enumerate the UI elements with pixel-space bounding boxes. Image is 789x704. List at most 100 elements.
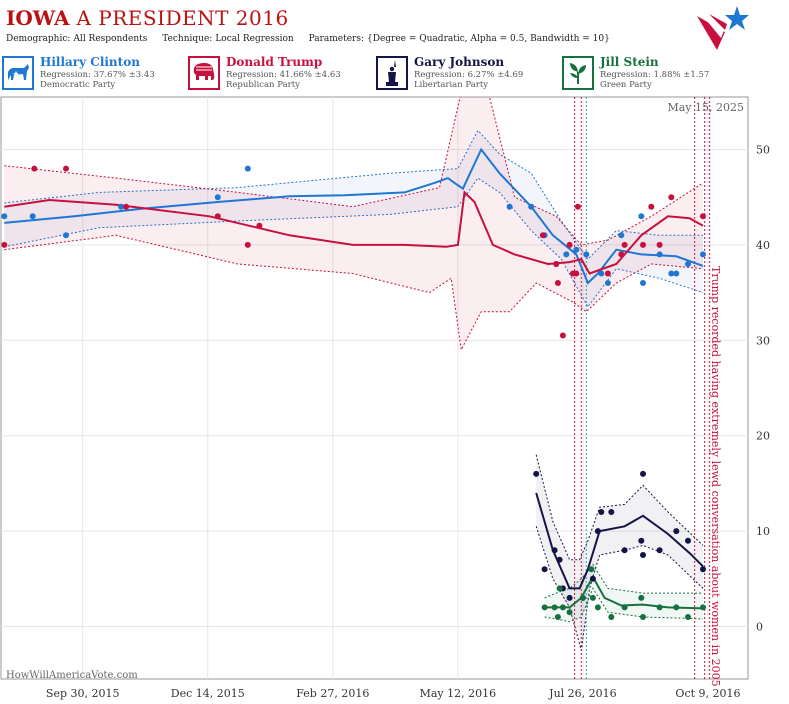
poll-point[interactable]: [700, 251, 706, 258]
candidate-johnson[interactable]: Gary Johnson Regression: 6.27% ±4.69 Lib…: [376, 54, 556, 94]
poll-point[interactable]: [63, 232, 69, 239]
poll-point[interactable]: [566, 609, 573, 616]
poll-point[interactable]: [640, 552, 646, 558]
poll-point[interactable]: [559, 332, 566, 339]
poll-point[interactable]: [123, 203, 130, 210]
title-rest: A PRESIDENT 2016: [76, 6, 289, 30]
poll-point[interactable]: [506, 203, 513, 210]
poll-point[interactable]: [640, 241, 646, 248]
poll-point[interactable]: [598, 509, 605, 515]
poll-point[interactable]: [648, 203, 655, 210]
poll-point[interactable]: [685, 614, 691, 620]
poll-point[interactable]: [553, 261, 560, 267]
poll-point[interactable]: [589, 575, 596, 582]
poll-point[interactable]: [618, 251, 625, 258]
poll-point[interactable]: [668, 270, 675, 277]
poll-point[interactable]: [656, 604, 663, 611]
poll-point[interactable]: [244, 241, 251, 248]
elephant-icon: [188, 56, 220, 90]
poll-point[interactable]: [566, 594, 573, 601]
poll-point[interactable]: [685, 261, 691, 267]
x-tick-label: Sep 30, 2015: [46, 687, 120, 700]
candidate-trump[interactable]: Donald Trump Regression: 41.66% ±4.63 Re…: [188, 54, 370, 94]
poll-point[interactable]: [604, 280, 611, 286]
poll-point[interactable]: [554, 614, 561, 620]
poll-point[interactable]: [700, 604, 706, 611]
poll-point[interactable]: [656, 241, 663, 248]
poll-point[interactable]: [598, 270, 605, 277]
poll-point[interactable]: [539, 232, 546, 239]
poll-point[interactable]: [583, 251, 590, 258]
poll-point[interactable]: [579, 594, 586, 601]
poll-point[interactable]: [700, 213, 706, 220]
poll-point[interactable]: [551, 604, 558, 611]
poll-point[interactable]: [1, 213, 8, 220]
poll-point[interactable]: [563, 251, 570, 258]
poll-point[interactable]: [618, 232, 625, 239]
poll-point[interactable]: [1, 241, 8, 248]
upper-bound-line: [535, 454, 704, 561]
poll-point[interactable]: [608, 509, 615, 515]
poll-point[interactable]: [63, 165, 69, 172]
poll-point[interactable]: [640, 280, 646, 286]
y-tick-label: 50: [756, 143, 770, 156]
event-annotation: Trump recorded having extremely lewd con…: [709, 266, 722, 687]
poll-point[interactable]: [574, 203, 581, 210]
poll-point[interactable]: [551, 547, 558, 554]
poll-point[interactable]: [638, 213, 645, 220]
poll-point[interactable]: [594, 604, 601, 611]
poll-point[interactable]: [638, 594, 645, 601]
candidate-name: Gary Johnson: [414, 55, 505, 69]
poll-point[interactable]: [556, 556, 563, 563]
poll-point[interactable]: [621, 604, 628, 611]
poll-point[interactable]: [594, 528, 601, 535]
poll-point[interactable]: [214, 194, 221, 201]
x-tick-label: May 12, 2016: [420, 687, 497, 700]
poll-point[interactable]: [214, 213, 221, 220]
poll-point[interactable]: [700, 566, 706, 573]
flag-star-logo-icon[interactable]: [695, 2, 751, 52]
poll-point[interactable]: [573, 246, 580, 253]
upper-bound-line: [4, 97, 704, 246]
poll-point[interactable]: [608, 614, 615, 620]
y-tick-label: 10: [756, 525, 770, 538]
poll-point[interactable]: [621, 241, 628, 248]
poll-point[interactable]: [31, 165, 38, 172]
poll-point[interactable]: [588, 566, 595, 573]
poll-point[interactable]: [118, 203, 125, 210]
poll-point[interactable]: [673, 604, 680, 611]
poll-point[interactable]: [556, 585, 563, 592]
poll-point[interactable]: [256, 222, 263, 229]
poll-point[interactable]: [621, 547, 628, 554]
poll-point[interactable]: [559, 604, 566, 611]
regression-lines: [4, 147, 704, 610]
x-axis-ticks: Sep 30, 2015 Dec 14, 2015 Feb 27, 2016 May …: [46, 687, 741, 700]
candidate-clinton[interactable]: Hillary Clinton Regression: 37.67% ±3.43…: [2, 54, 182, 94]
poll-point[interactable]: [533, 470, 540, 477]
poll-point[interactable]: [528, 203, 535, 210]
parameters-value[interactable]: {Degree = Quadratic, Alpha = 0.5, Bandwi…: [367, 34, 610, 44]
poll-point[interactable]: [673, 528, 680, 535]
poll-point[interactable]: [656, 547, 663, 554]
demographic-value[interactable]: All Respondents: [73, 34, 148, 44]
candidate-regression: Regression: 37.67% ±3.43: [40, 70, 155, 80]
poll-point[interactable]: [541, 566, 548, 573]
poll-point[interactable]: [604, 270, 611, 277]
poll-point[interactable]: [566, 241, 573, 248]
candidate-stein[interactable]: Jill Stein Regression: 1.88% ±1.57 Green…: [562, 54, 738, 94]
poll-point[interactable]: [668, 194, 675, 201]
poll-point[interactable]: [673, 270, 680, 277]
technique-value[interactable]: Local Regression: [215, 34, 294, 44]
poll-point[interactable]: [541, 604, 548, 611]
poll-point[interactable]: [685, 537, 691, 544]
poll-point[interactable]: [656, 251, 663, 258]
poll-point[interactable]: [640, 614, 646, 620]
poll-point[interactable]: [640, 470, 646, 477]
poll-point[interactable]: [589, 594, 596, 601]
poll-point[interactable]: [244, 165, 251, 172]
confidence-band: [4, 97, 703, 350]
poll-point[interactable]: [573, 270, 580, 277]
poll-point[interactable]: [29, 213, 36, 220]
poll-point[interactable]: [638, 537, 645, 544]
poll-point[interactable]: [554, 280, 561, 286]
